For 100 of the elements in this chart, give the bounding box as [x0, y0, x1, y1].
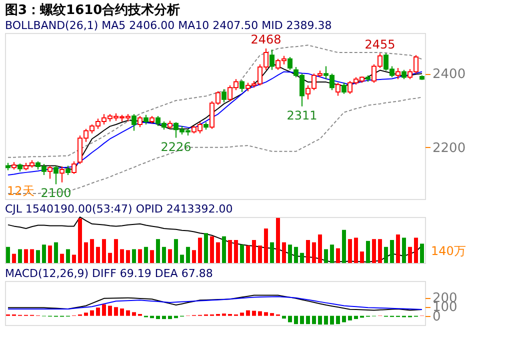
bar	[102, 304, 106, 316]
bar	[300, 252, 304, 263]
bar	[300, 316, 304, 324]
candlestick	[402, 69, 406, 80]
bar	[54, 242, 58, 263]
bar	[420, 244, 424, 263]
annotation: 12天	[7, 184, 34, 198]
chart-subtitle: BOLLBAND(26,1) MA5 2406.00 MA10 2407.50 MID 2389.38	[5, 19, 332, 32]
bar	[114, 307, 118, 316]
bar	[240, 244, 244, 263]
bar	[342, 316, 346, 322]
candlestick	[396, 68, 400, 80]
bar	[366, 240, 370, 263]
bar	[24, 249, 28, 263]
bar	[210, 236, 214, 263]
bar	[342, 230, 346, 263]
bar	[66, 249, 70, 263]
bar	[222, 236, 226, 263]
bar	[306, 240, 310, 263]
bar	[318, 234, 322, 263]
bar	[126, 250, 130, 263]
bar	[414, 238, 418, 263]
bar	[258, 311, 262, 316]
chart-subtitle: MACD(12,26,9) DIFF 69.19 DEA 67.88	[5, 267, 213, 280]
bar	[264, 228, 268, 263]
annotation: 2468	[250, 32, 282, 46]
chart-title: 图3：螺纹1610合约技术分析	[5, 2, 180, 18]
bar	[96, 246, 100, 263]
bar	[102, 239, 106, 263]
candlestick	[54, 165, 58, 185]
bar	[228, 240, 232, 263]
candlestick	[270, 49, 274, 70]
bar	[336, 316, 340, 324]
candlestick	[60, 166, 64, 183]
bar	[312, 242, 316, 263]
bar	[132, 312, 136, 316]
annotation: 2100	[40, 186, 72, 200]
y-tick-label: 2200	[432, 140, 466, 156]
bar	[348, 316, 352, 320]
bar	[354, 238, 358, 263]
bar	[348, 239, 352, 263]
bar	[114, 239, 118, 263]
bar	[168, 316, 172, 320]
bar	[186, 246, 190, 263]
bar	[288, 244, 292, 263]
bar	[108, 306, 112, 316]
bar	[294, 316, 298, 324]
candlestick	[138, 116, 142, 128]
bar	[132, 249, 136, 263]
y-tick-label: 2400	[432, 67, 466, 82]
bar	[282, 316, 286, 319]
bar	[168, 249, 172, 263]
bar	[90, 310, 94, 316]
bar	[84, 312, 88, 316]
annotation: 2455	[364, 37, 396, 52]
bar	[138, 249, 142, 263]
bar	[306, 316, 310, 324]
bar	[258, 246, 262, 263]
bar	[72, 254, 76, 263]
bar	[402, 238, 406, 263]
bar	[42, 244, 46, 263]
bar	[216, 242, 220, 263]
bar	[276, 218, 280, 263]
annotation: 2226	[160, 140, 192, 154]
bar	[78, 218, 82, 263]
bar	[330, 244, 334, 263]
bar	[318, 316, 322, 325]
bar	[84, 242, 88, 263]
bar	[156, 316, 160, 320]
bar	[390, 240, 394, 263]
bar	[156, 239, 160, 263]
bar	[330, 316, 334, 325]
bar	[12, 254, 16, 263]
bar	[18, 249, 22, 263]
bar	[354, 316, 358, 320]
bar	[384, 246, 388, 263]
candlestick	[66, 165, 70, 176]
bar	[108, 252, 112, 263]
candlestick	[336, 82, 340, 96]
bar	[378, 239, 382, 263]
chart-subtitle: CJL 1540190.00(53:47) OPID 2413392.00	[5, 202, 233, 216]
bar	[126, 310, 130, 316]
bar	[288, 316, 292, 322]
bar	[120, 249, 124, 263]
bar	[48, 246, 52, 263]
candlestick	[288, 56, 292, 70]
bar	[30, 249, 34, 263]
bar	[234, 240, 238, 263]
bar	[192, 250, 196, 263]
bar	[408, 246, 412, 263]
bar	[246, 310, 250, 316]
bar	[204, 233, 208, 263]
bar	[120, 308, 124, 316]
bar	[90, 239, 94, 263]
bar	[360, 252, 364, 263]
candlestick	[342, 82, 346, 94]
bar	[144, 246, 148, 263]
bar	[150, 250, 154, 263]
bar	[324, 316, 328, 325]
bar	[282, 242, 286, 263]
